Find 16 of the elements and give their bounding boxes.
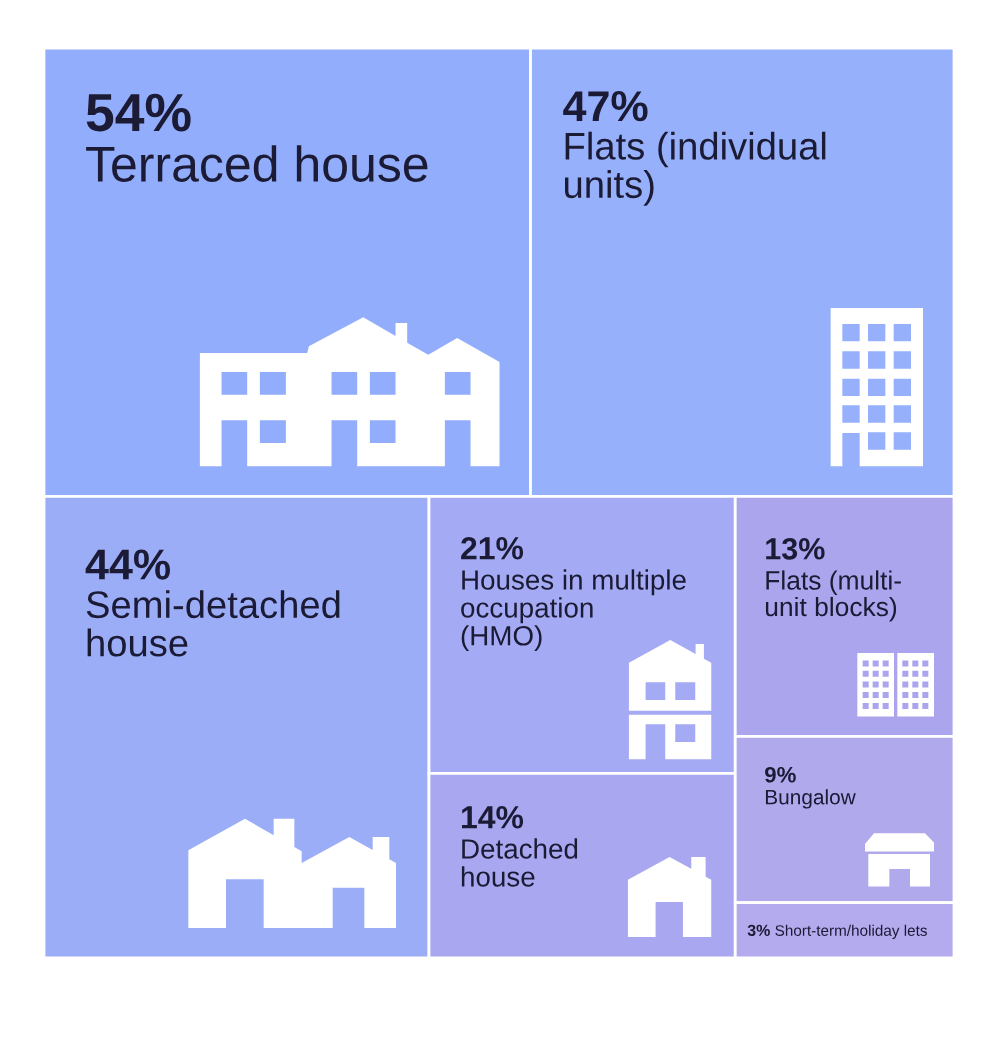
data-label: 21% — [461, 537, 524, 560]
data-label: 44% — [85, 549, 171, 580]
data-label: 9% — [765, 766, 796, 783]
category-label: Detached house — [461, 838, 578, 887]
category-label: Bungalow — [765, 789, 856, 809]
data-label: 54% — [86, 93, 191, 132]
category-label: Short-term/holiday lets — [775, 924, 927, 939]
category-label: Houses in multiple occupation (HMO) — [461, 569, 686, 652]
data-label: 13% — [766, 538, 825, 560]
category-label: Flats (individual units) — [565, 131, 826, 206]
category-label: Flats (multi- unit blocks) — [765, 570, 901, 622]
category-label: Semi-detached house — [86, 590, 340, 657]
data-label: 14% — [462, 806, 524, 829]
data-label: 47% — [563, 91, 648, 122]
category-label: Terraced house — [86, 145, 428, 182]
data-label: 3% — [747, 924, 770, 936]
